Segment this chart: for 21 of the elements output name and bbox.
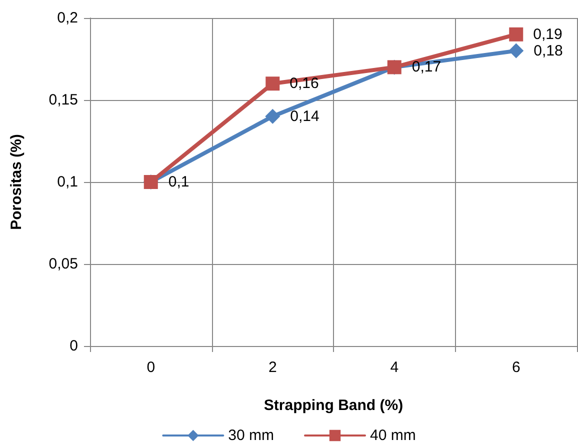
x-tick-label: 2 xyxy=(268,359,277,376)
point xyxy=(265,108,280,124)
x-axis-title: Strapping Band (%) xyxy=(264,397,404,414)
point xyxy=(266,76,280,91)
y-tick-label: 0 xyxy=(70,338,78,354)
legend-label: 40 mm xyxy=(370,427,416,444)
legend-label: 30 mm xyxy=(228,427,274,444)
data-label: 0,19 xyxy=(533,26,562,43)
y-axis-title: Porositas (%) xyxy=(8,134,25,230)
y-tick-label: 0,2 xyxy=(57,10,78,26)
y-tick-label: 0,1 xyxy=(57,174,78,190)
data-label: 0,1 xyxy=(168,174,190,190)
x-tick-label: 6 xyxy=(512,359,520,376)
data-label: 0,14 xyxy=(290,108,320,125)
x-tick-label: 0 xyxy=(146,359,156,376)
y-tick-label: 0,05 xyxy=(48,256,78,272)
data-label: 0,18 xyxy=(534,42,563,60)
point xyxy=(509,27,524,42)
x-tick-label: 4 xyxy=(390,359,399,376)
point xyxy=(508,43,524,58)
y-tick-label: 0,15 xyxy=(48,92,78,108)
